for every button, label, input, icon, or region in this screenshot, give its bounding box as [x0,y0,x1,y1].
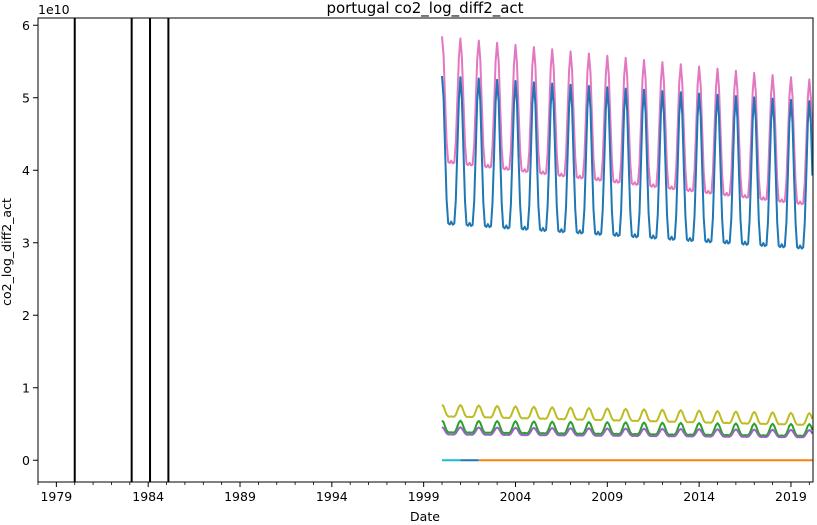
y-tick-label: 4 [22,163,30,178]
x-axis-label: Date [410,509,440,524]
x-tick-label: 1999 [408,489,440,504]
y-tick-label: 5 [22,90,30,105]
chart-title: portugal co2_log_diff2_act [326,0,523,18]
x-tick-label: 1984 [132,489,164,504]
series-line [441,36,814,206]
y-axis-label: co2_log_diff2_act [0,198,14,306]
plot-frame [37,17,814,483]
series-line [441,419,814,437]
y-tick-label: 2 [22,308,30,323]
x-tick-label: 2014 [683,489,715,504]
series-line [441,75,814,250]
y-tick-label: 0 [22,453,30,468]
y-tick-label: 3 [22,235,30,250]
series-line [441,426,814,439]
x-tick-label: 1989 [224,489,256,504]
x-tick-label: 2019 [775,489,807,504]
y-tick-label: 6 [22,18,30,33]
y-tick-label: 1 [22,380,30,395]
axis-layer: 1979 1984 1989 1994 1999 2004 2009 2014 2019 0 1 2 3… [22,18,810,504]
y-offset-label: 1e10 [38,2,70,17]
x-tick-label: 2009 [591,489,623,504]
plot-layer [73,18,814,482]
series-line [441,403,814,426]
x-tick-label: 1994 [316,489,348,504]
x-tick-label: 1979 [40,489,72,504]
x-tick-label: 2004 [500,489,532,504]
